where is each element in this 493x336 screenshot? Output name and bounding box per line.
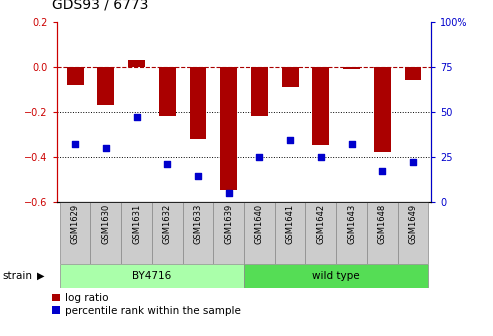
Bar xyxy=(91,202,121,264)
Text: GSM1631: GSM1631 xyxy=(132,204,141,244)
Bar xyxy=(220,67,237,191)
Text: GDS93 / 6773: GDS93 / 6773 xyxy=(52,0,148,12)
Text: GSM1630: GSM1630 xyxy=(102,204,110,244)
Bar xyxy=(189,67,207,139)
Bar xyxy=(343,67,360,69)
Point xyxy=(317,154,325,159)
Bar xyxy=(98,67,114,105)
Point xyxy=(286,138,294,143)
Bar xyxy=(128,60,145,67)
Text: GSM1633: GSM1633 xyxy=(193,204,203,244)
Point xyxy=(255,154,263,159)
Bar xyxy=(404,67,422,80)
Bar xyxy=(336,202,367,264)
Point xyxy=(102,145,110,150)
Bar xyxy=(275,202,306,264)
Point xyxy=(225,190,233,195)
Bar xyxy=(282,67,299,87)
Legend: log ratio, percentile rank within the sample: log ratio, percentile rank within the sa… xyxy=(52,293,241,316)
Text: GSM1649: GSM1649 xyxy=(408,204,418,244)
Point xyxy=(71,141,79,147)
Text: GSM1643: GSM1643 xyxy=(347,204,356,244)
Point xyxy=(409,159,417,165)
Bar xyxy=(159,67,176,116)
Text: ▶: ▶ xyxy=(37,271,44,281)
Bar xyxy=(182,202,213,264)
Bar xyxy=(367,202,397,264)
Text: wild type: wild type xyxy=(313,271,360,281)
Point xyxy=(194,174,202,179)
Bar xyxy=(121,202,152,264)
Bar xyxy=(244,202,275,264)
Text: GSM1648: GSM1648 xyxy=(378,204,387,244)
Text: GSM1641: GSM1641 xyxy=(285,204,295,244)
Bar xyxy=(152,202,182,264)
Point xyxy=(133,115,141,120)
Point xyxy=(378,168,386,174)
Text: GSM1639: GSM1639 xyxy=(224,204,233,244)
Bar xyxy=(60,202,91,264)
Text: GSM1632: GSM1632 xyxy=(163,204,172,244)
Bar xyxy=(244,264,428,288)
Bar xyxy=(251,67,268,116)
Text: BY4716: BY4716 xyxy=(132,271,172,281)
Bar xyxy=(397,202,428,264)
Point xyxy=(348,141,355,147)
Text: strain: strain xyxy=(2,271,33,281)
Text: GSM1642: GSM1642 xyxy=(317,204,325,244)
Bar xyxy=(60,264,244,288)
Bar xyxy=(67,67,84,85)
Bar xyxy=(313,67,329,145)
Text: GSM1640: GSM1640 xyxy=(255,204,264,244)
Bar xyxy=(374,67,390,152)
Bar xyxy=(306,202,336,264)
Point xyxy=(163,161,171,167)
Text: GSM1629: GSM1629 xyxy=(70,204,80,244)
Bar xyxy=(213,202,244,264)
